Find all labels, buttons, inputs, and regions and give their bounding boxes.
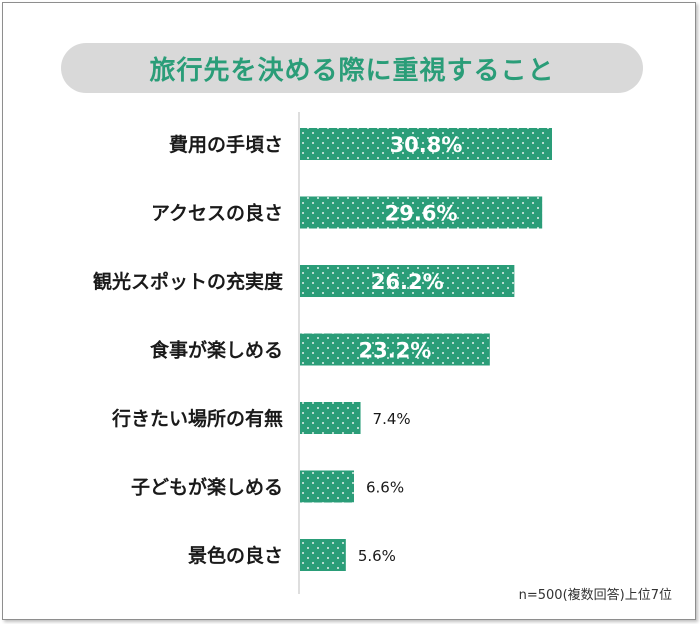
bar-dot-texture [300, 128, 552, 160]
data-label: 6.6% [366, 479, 404, 497]
bar-dot-texture [300, 539, 346, 571]
sample-note: n=500(複数回答)上位7位 [518, 588, 672, 603]
bar-dot-texture [300, 402, 361, 434]
category-label: 景色の良さ [188, 544, 283, 567]
data-label: 7.4% [373, 410, 411, 428]
bar-dot-texture [300, 470, 354, 503]
category-label: 子どもが楽しめる [131, 476, 283, 499]
category-label: 費用の手頃さ [169, 133, 283, 156]
category-label: 行きたい場所の有無 [111, 407, 283, 430]
category-label: アクセスの良さ [151, 202, 283, 225]
data-label: 5.6% [358, 547, 396, 565]
bar-dot-texture [300, 265, 515, 297]
data-label: 29.6% [385, 202, 458, 226]
category-label: 食事が楽しめる [150, 339, 283, 362]
title-banner: 旅行先を決める際に重視すること [61, 43, 643, 93]
data-label: 30.8% [390, 133, 463, 157]
data-label: 23.2% [358, 339, 431, 363]
bar-dot-texture [300, 333, 490, 366]
bar-dot-texture [300, 196, 543, 229]
data-label: 26.2% [371, 270, 444, 294]
chart-title: 旅行先を決める際に重視すること [149, 55, 555, 86]
category-label: 観光スポットの充実度 [93, 270, 284, 293]
